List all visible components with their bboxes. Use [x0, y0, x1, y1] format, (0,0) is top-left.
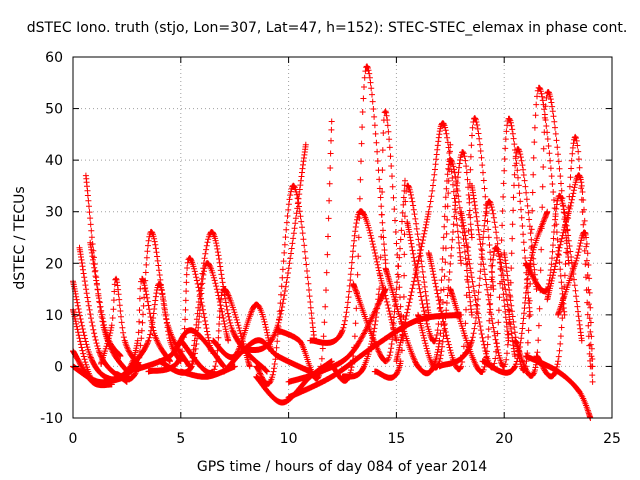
data-arc — [425, 115, 497, 373]
data-points — [522, 192, 585, 344]
x-tick-label: 0 — [69, 431, 78, 447]
data-arc — [307, 208, 400, 346]
data-series — [70, 63, 596, 421]
data-points — [393, 120, 465, 365]
data-arc — [242, 141, 309, 354]
data-arc — [522, 353, 594, 421]
data-points — [555, 229, 596, 370]
x-tick-label: 20 — [495, 431, 513, 447]
data-arc — [350, 177, 408, 365]
y-tick-label: 20 — [45, 256, 63, 272]
x-tick-label: 5 — [176, 431, 185, 447]
y-tick-label: 10 — [45, 308, 63, 324]
data-points — [404, 157, 475, 345]
y-tick-label: 0 — [54, 359, 63, 375]
data-points — [210, 301, 275, 361]
data-arc — [87, 239, 124, 360]
data-arc — [371, 182, 432, 381]
data-points — [350, 177, 408, 365]
data-arc — [393, 120, 465, 365]
data-points — [447, 244, 518, 375]
y-tick-label: 50 — [45, 102, 63, 118]
data-points — [371, 182, 432, 381]
data-arc — [436, 198, 512, 370]
chart-title: dSTEC Iono. truth (stjo, Lon=307, Lat=47… — [27, 20, 628, 36]
data-points — [522, 353, 594, 421]
data-arc — [415, 149, 475, 371]
x-tick-label: 25 — [603, 431, 621, 447]
data-points — [382, 141, 454, 377]
data-points — [242, 141, 309, 354]
data-arc — [555, 229, 596, 370]
y-tick-label: 30 — [45, 205, 63, 221]
plot-frame — [72, 56, 613, 419]
y-axis-label: dSTEC / TECUs — [12, 186, 28, 289]
tick-labels: 0 5 10 15 20 25 -10 0 10 20 30 40 50 60 — [40, 50, 621, 447]
x-axis-label: GPS time / hours of day 084 of year 2014 — [197, 459, 487, 475]
data-arc — [544, 172, 596, 385]
data-arc — [522, 192, 585, 344]
data-points — [123, 280, 184, 375]
data-arc — [512, 89, 572, 379]
data-points — [339, 108, 406, 380]
data-points — [253, 182, 318, 387]
data-points — [307, 208, 400, 346]
data-arc — [382, 141, 454, 377]
data-points — [425, 115, 497, 373]
data-points — [415, 149, 475, 371]
data-arc — [404, 157, 475, 345]
data-arc — [123, 280, 184, 375]
data-points — [512, 89, 572, 379]
axis-ticks — [72, 56, 613, 419]
data-arc — [253, 182, 318, 387]
data-arc — [210, 301, 275, 361]
x-tick-label: 15 — [387, 431, 405, 447]
data-points — [544, 172, 596, 385]
data-points — [87, 239, 124, 360]
y-tick-label: 60 — [45, 50, 63, 66]
data-arc — [447, 244, 518, 375]
data-points — [436, 198, 512, 370]
x-tick-label: 10 — [280, 431, 298, 447]
data-arc — [468, 146, 540, 370]
data-points — [468, 146, 540, 370]
y-tick-label: -10 — [40, 411, 63, 427]
data-arc — [339, 108, 406, 380]
y-tick-label: 40 — [45, 153, 63, 169]
